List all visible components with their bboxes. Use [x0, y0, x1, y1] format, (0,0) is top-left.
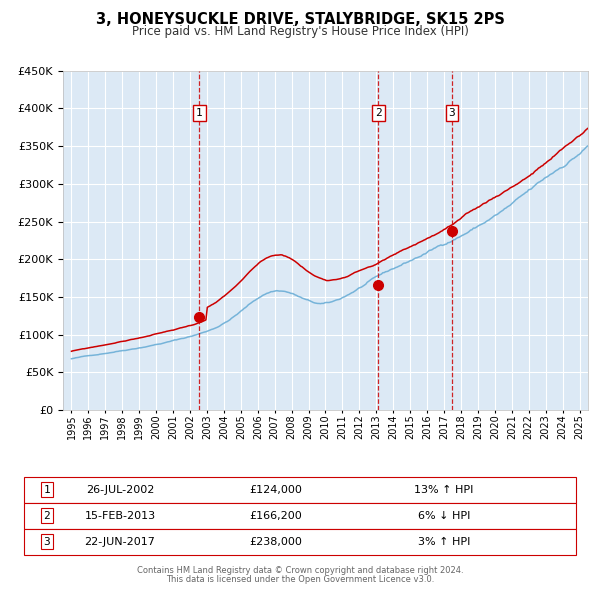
Text: This data is licensed under the Open Government Licence v3.0.: This data is licensed under the Open Gov…	[166, 575, 434, 584]
Text: 3: 3	[449, 108, 455, 118]
Text: £238,000: £238,000	[250, 537, 302, 546]
Text: £166,200: £166,200	[250, 511, 302, 520]
Text: 3% ↑ HPI: 3% ↑ HPI	[418, 537, 470, 546]
Text: 3: 3	[43, 537, 50, 546]
Text: 13% ↑ HPI: 13% ↑ HPI	[415, 485, 473, 494]
Text: 26-JUL-2002: 26-JUL-2002	[86, 485, 154, 494]
Text: 2: 2	[43, 511, 50, 520]
Text: 1: 1	[43, 485, 50, 494]
Text: 6% ↓ HPI: 6% ↓ HPI	[418, 511, 470, 520]
Text: Price paid vs. HM Land Registry's House Price Index (HPI): Price paid vs. HM Land Registry's House …	[131, 25, 469, 38]
Text: 1: 1	[196, 108, 203, 118]
Text: Contains HM Land Registry data © Crown copyright and database right 2024.: Contains HM Land Registry data © Crown c…	[137, 566, 463, 575]
Text: 2: 2	[375, 108, 382, 118]
Text: 3, HONEYSUCKLE DRIVE, STALYBRIDGE, SK15 2PS: 3, HONEYSUCKLE DRIVE, STALYBRIDGE, SK15 …	[95, 12, 505, 27]
Text: £124,000: £124,000	[250, 485, 302, 494]
Text: 22-JUN-2017: 22-JUN-2017	[85, 537, 155, 546]
Legend: 3, HONEYSUCKLE DRIVE, STALYBRIDGE, SK15 2PS (detached house), HPI: Average price: 3, HONEYSUCKLE DRIVE, STALYBRIDGE, SK15 …	[68, 500, 452, 539]
Text: 15-FEB-2013: 15-FEB-2013	[85, 511, 155, 520]
